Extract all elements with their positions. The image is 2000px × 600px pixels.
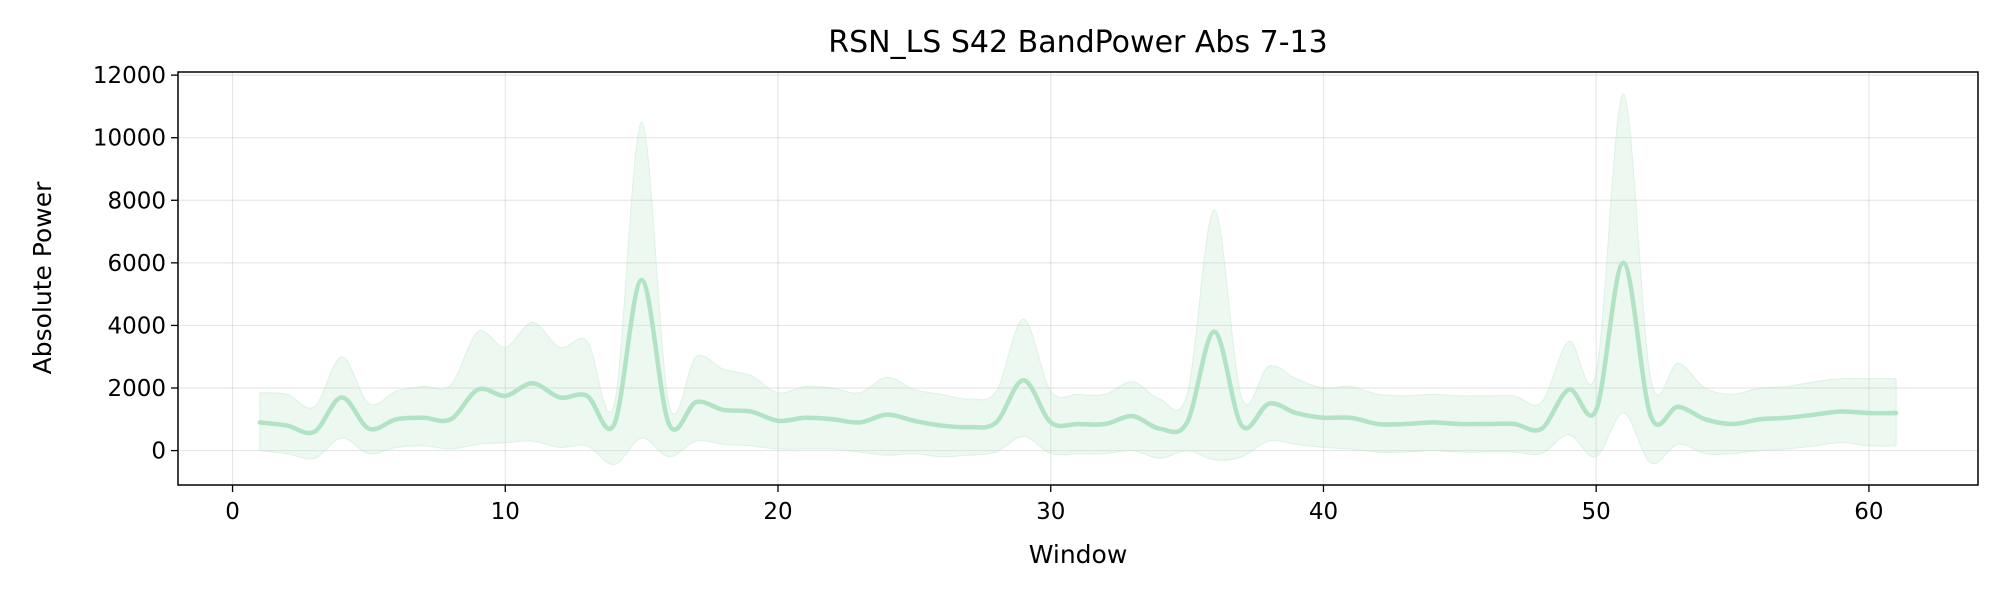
x-tick-label: 10 <box>491 499 520 525</box>
y-axis-title: Absolute Power <box>28 181 57 375</box>
y-tick-label: 0 <box>151 439 166 465</box>
y-tick-label: 6000 <box>107 251 166 277</box>
x-tick-label: 20 <box>763 499 792 525</box>
y-tick-label: 12000 <box>93 63 166 89</box>
plot-frame <box>177 71 1979 486</box>
y-tick-label: 8000 <box>107 188 166 214</box>
mean-line <box>257 260 1899 436</box>
x-axis-title: Window <box>1029 540 1128 569</box>
x-tick-label: 30 <box>1036 499 1065 525</box>
mean-line-group <box>257 260 1899 436</box>
y-tick-label: 10000 <box>93 126 166 152</box>
y-tick-label: 4000 <box>107 313 166 339</box>
y-tick-label: 2000 <box>107 376 166 402</box>
y-axis: 0 2000 4000 6000 8000 10000 12000 <box>93 63 178 465</box>
x-axis: 0 10 20 30 40 50 60 <box>225 485 1884 525</box>
variance-band-group <box>259 93 1897 466</box>
x-tick-label: 40 <box>1309 499 1338 525</box>
variance-band <box>259 93 1897 466</box>
x-tick-label: 0 <box>225 499 240 525</box>
chart-title: RSN_LS S42 BandPower Abs 7-13 <box>828 25 1327 60</box>
x-tick-label: 50 <box>1582 499 1611 525</box>
grid <box>178 72 1978 485</box>
x-tick-label: 60 <box>1854 499 1883 525</box>
